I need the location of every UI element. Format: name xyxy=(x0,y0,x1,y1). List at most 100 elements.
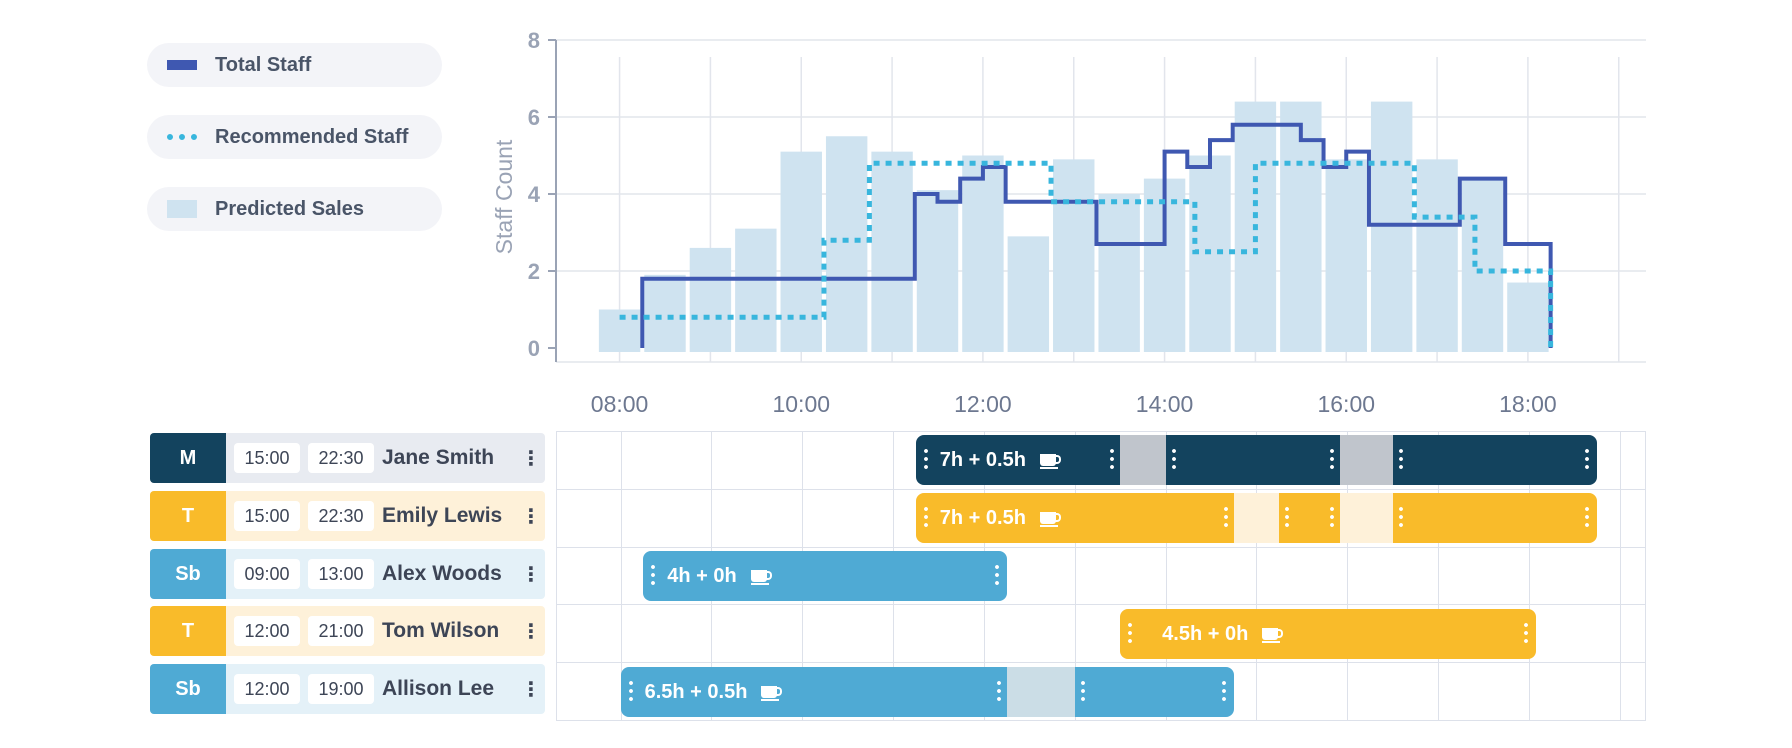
shift-duration-text: 4.5h + 0h xyxy=(1162,622,1249,645)
shift-start-time[interactable]: 09:00 xyxy=(234,559,300,589)
shift-start-time[interactable]: 12:00 xyxy=(234,616,300,646)
break-drag-handle[interactable] xyxy=(1080,679,1085,705)
y-tick-label: 0 xyxy=(528,336,540,361)
shift-bar[interactable]: 6.5h + 0.5h xyxy=(620,667,1234,717)
shift-start-handle[interactable] xyxy=(628,679,633,705)
total-staff-line xyxy=(640,122,1553,348)
chart-legend: Total Staff Recommended Staff Predicted Sa… xyxy=(147,43,442,259)
shift-duration-label: 4h + 0h xyxy=(667,551,772,601)
shift-duration-label: 7h + 0.5h xyxy=(939,435,1061,485)
sales-bar xyxy=(689,247,732,352)
sales-bar xyxy=(962,155,1004,352)
legend-item-total-staff[interactable]: Total Staff xyxy=(147,43,442,87)
shift-end-handle[interactable] xyxy=(1585,447,1590,473)
staff-row: M 15:00 22:30 Jane Smith ⋮ xyxy=(150,433,545,483)
shift-bar[interactable]: 7h + 0.5h xyxy=(915,493,1598,543)
more-options-icon[interactable]: ⋮ xyxy=(521,447,541,470)
staffing-chart: 0 2 4 6 8 Staff Count 08:00 10:00 12:00 14:00 16:0… xyxy=(491,28,1646,417)
more-options-icon[interactable]: ⋮ xyxy=(521,620,541,643)
shift-end-handle[interactable] xyxy=(1585,505,1590,531)
role-badge: T xyxy=(150,606,226,656)
legend-item-recommended-staff[interactable]: Recommended Staff xyxy=(147,115,442,159)
sales-bar xyxy=(1416,159,1458,352)
break-drag-handle[interactable] xyxy=(1329,447,1334,473)
more-options-icon[interactable]: ⋮ xyxy=(521,505,541,528)
break-drag-handle[interactable] xyxy=(1398,447,1403,473)
shift-start-handle[interactable] xyxy=(651,563,656,589)
shift-start-handle[interactable] xyxy=(923,505,928,531)
shift-end-time[interactable]: 19:00 xyxy=(308,674,374,704)
shift-break[interactable] xyxy=(1339,493,1393,543)
staff-name: Jane Smith xyxy=(382,446,495,469)
shift-end-handle[interactable] xyxy=(1524,621,1529,647)
x-tick-label: 14:00 xyxy=(1136,391,1194,417)
x-tick-label: 10:00 xyxy=(772,391,830,417)
shift-break[interactable] xyxy=(1006,667,1075,717)
shift-start-handle[interactable] xyxy=(1128,621,1133,647)
x-tick-label: 12:00 xyxy=(954,391,1012,417)
timeline-grid-line xyxy=(1528,432,1530,720)
shift-duration-text: 4h + 0h xyxy=(667,564,737,587)
shift-start-time[interactable]: 15:00 xyxy=(234,501,300,531)
shift-end-time[interactable]: 13:00 xyxy=(308,559,374,589)
shift-duration-text: 7h + 0.5h xyxy=(939,448,1026,471)
staff-name: Allison Lee xyxy=(382,677,495,700)
sales-bar xyxy=(1280,101,1322,352)
coffee-break-icon xyxy=(1039,454,1061,469)
legend-item-predicted-sales[interactable]: Predicted Sales xyxy=(147,187,442,231)
timeline-grid-line xyxy=(1438,432,1440,720)
timeline-row-divider xyxy=(557,489,1645,490)
staff-row: T 15:00 22:30 Emily Lewis ⋮ xyxy=(150,491,545,541)
shift-start-time[interactable]: 15:00 xyxy=(234,443,300,473)
legend-swatch xyxy=(167,200,197,218)
shift-duration-label: 6.5h + 0.5h xyxy=(645,667,783,717)
break-drag-handle[interactable] xyxy=(1110,447,1115,473)
sales-bar xyxy=(1098,194,1140,352)
y-tick-label: 2 xyxy=(528,259,540,284)
break-drag-handle[interactable] xyxy=(1223,505,1228,531)
timeline-grid-line xyxy=(1256,432,1258,720)
timeline-row-divider xyxy=(557,604,1645,605)
legend-label: Recommended Staff xyxy=(215,125,409,148)
shift-bar[interactable]: 4.5h + 0h xyxy=(1120,609,1537,659)
y-tick-label: 4 xyxy=(528,182,541,207)
y-tick-label: 6 xyxy=(528,105,540,130)
break-drag-handle[interactable] xyxy=(1285,505,1290,531)
break-drag-handle[interactable] xyxy=(1398,505,1403,531)
sales-bar xyxy=(1007,236,1050,352)
shift-duration-label: 7h + 0.5h xyxy=(939,493,1061,543)
shift-end-time[interactable]: 22:30 xyxy=(308,501,374,531)
break-drag-handle[interactable] xyxy=(996,679,1001,705)
staff-row: Sb 09:00 13:00 Alex Woods ⋮ xyxy=(150,549,545,599)
staff-row: T 12:00 21:00 Tom Wilson ⋮ xyxy=(150,606,545,656)
coffee-break-icon xyxy=(1262,628,1284,643)
shift-end-handle[interactable] xyxy=(1221,679,1226,705)
coffee-break-icon xyxy=(1039,512,1061,527)
staff-name: Tom Wilson xyxy=(382,619,500,642)
legend-swatch xyxy=(167,60,197,70)
role-badge: T xyxy=(150,491,226,541)
shift-bar[interactable]: 4h + 0h xyxy=(643,551,1007,601)
shift-break[interactable] xyxy=(1233,493,1280,543)
shift-end-time[interactable]: 21:00 xyxy=(308,616,374,646)
shift-end-handle[interactable] xyxy=(994,563,999,589)
timeline-row-divider xyxy=(557,662,1645,663)
shift-end-time[interactable]: 22:30 xyxy=(308,443,374,473)
staff-name: Alex Woods xyxy=(382,562,502,585)
sales-bar xyxy=(825,136,868,352)
legend-swatch xyxy=(167,134,197,140)
break-drag-handle[interactable] xyxy=(1329,505,1334,531)
shift-break[interactable] xyxy=(1120,435,1166,485)
coffee-break-icon xyxy=(761,686,783,701)
timeline-grid-line xyxy=(1347,432,1349,720)
shift-start-time[interactable]: 12:00 xyxy=(234,674,300,704)
timeline-grid-line xyxy=(620,432,622,720)
break-drag-handle[interactable] xyxy=(1171,447,1176,473)
shift-bar[interactable]: 7h + 0.5h xyxy=(915,435,1598,485)
shift-start-handle[interactable] xyxy=(923,447,928,473)
shift-duration-text: 7h + 0.5h xyxy=(939,506,1026,529)
more-options-icon[interactable]: ⋮ xyxy=(521,678,541,701)
timeline-row-divider xyxy=(557,547,1645,548)
more-options-icon[interactable]: ⋮ xyxy=(521,563,541,586)
shift-break[interactable] xyxy=(1339,435,1393,485)
